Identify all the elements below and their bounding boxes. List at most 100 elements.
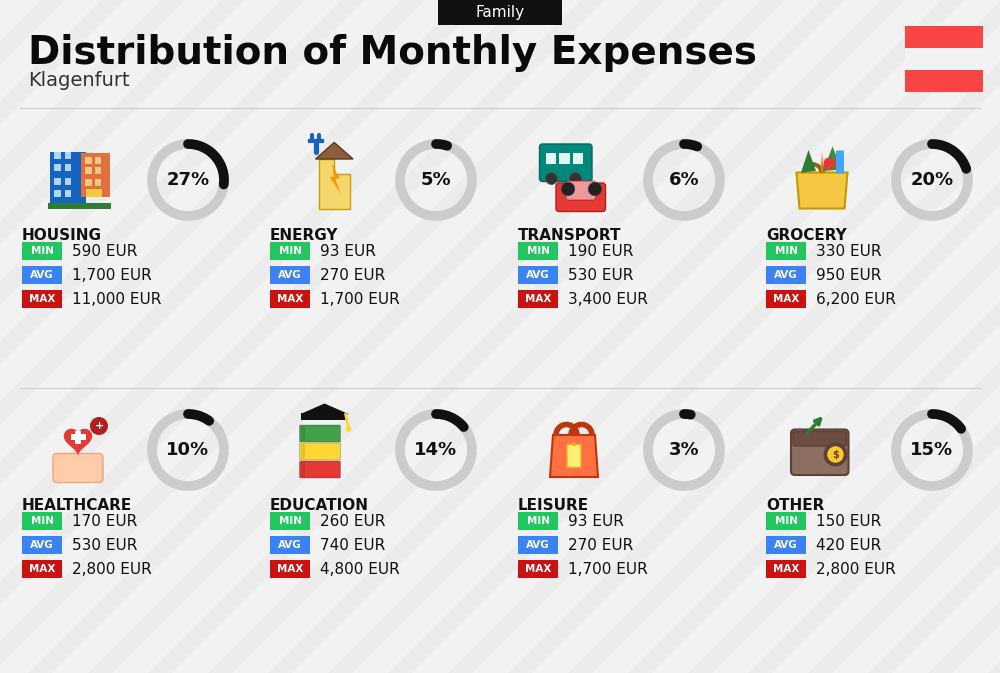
Polygon shape <box>801 150 816 172</box>
Text: MAX: MAX <box>773 294 799 304</box>
Text: MIN: MIN <box>526 516 550 526</box>
FancyBboxPatch shape <box>518 512 558 530</box>
Text: Distribution of Monthly Expenses: Distribution of Monthly Expenses <box>28 34 757 72</box>
FancyBboxPatch shape <box>905 26 983 48</box>
Text: 270 EUR: 270 EUR <box>568 538 633 553</box>
Circle shape <box>588 182 602 196</box>
FancyBboxPatch shape <box>70 434 86 440</box>
Text: AVG: AVG <box>526 540 550 550</box>
FancyBboxPatch shape <box>94 168 101 174</box>
FancyBboxPatch shape <box>793 431 846 446</box>
FancyBboxPatch shape <box>905 70 983 92</box>
Text: 3%: 3% <box>669 441 699 459</box>
Text: MIN: MIN <box>526 246 550 256</box>
Text: 530 EUR: 530 EUR <box>72 538 137 553</box>
FancyBboxPatch shape <box>518 266 558 284</box>
Text: HEALTHCARE: HEALTHCARE <box>22 499 132 513</box>
Text: 1,700 EUR: 1,700 EUR <box>320 291 400 306</box>
FancyBboxPatch shape <box>22 290 62 308</box>
FancyBboxPatch shape <box>766 242 806 260</box>
FancyBboxPatch shape <box>766 536 806 554</box>
Text: ENERGY: ENERGY <box>270 229 338 244</box>
Text: MAX: MAX <box>525 564 551 574</box>
FancyBboxPatch shape <box>518 536 558 554</box>
Text: 14%: 14% <box>414 441 458 459</box>
FancyBboxPatch shape <box>572 153 583 164</box>
Text: MAX: MAX <box>525 294 551 304</box>
Text: 270 EUR: 270 EUR <box>320 267 385 283</box>
Text: 1,700 EUR: 1,700 EUR <box>72 267 152 283</box>
FancyBboxPatch shape <box>567 444 581 468</box>
Text: Family: Family <box>475 5 525 20</box>
Text: MIN: MIN <box>30 516 54 526</box>
FancyBboxPatch shape <box>64 164 71 171</box>
FancyBboxPatch shape <box>566 181 596 200</box>
FancyBboxPatch shape <box>86 189 102 197</box>
Text: 170 EUR: 170 EUR <box>72 513 137 528</box>
FancyBboxPatch shape <box>85 179 92 186</box>
FancyBboxPatch shape <box>64 152 71 159</box>
Text: 11,000 EUR: 11,000 EUR <box>72 291 161 306</box>
Text: LEISURE: LEISURE <box>518 499 589 513</box>
Text: OTHER: OTHER <box>766 499 824 513</box>
FancyBboxPatch shape <box>85 168 92 174</box>
FancyBboxPatch shape <box>22 560 62 578</box>
Text: MIN: MIN <box>278 246 302 256</box>
Text: 530 EUR: 530 EUR <box>568 267 633 283</box>
FancyBboxPatch shape <box>300 425 340 442</box>
Polygon shape <box>316 143 353 159</box>
Text: AVG: AVG <box>278 540 302 550</box>
Text: 2,800 EUR: 2,800 EUR <box>816 561 896 577</box>
Polygon shape <box>65 429 91 454</box>
FancyBboxPatch shape <box>270 290 310 308</box>
FancyBboxPatch shape <box>54 190 61 197</box>
FancyBboxPatch shape <box>791 429 848 475</box>
Text: MIN: MIN <box>774 246 798 256</box>
Text: 420 EUR: 420 EUR <box>816 538 881 553</box>
FancyBboxPatch shape <box>300 443 340 460</box>
Text: 590 EUR: 590 EUR <box>72 244 137 258</box>
FancyBboxPatch shape <box>48 203 111 209</box>
Text: 260 EUR: 260 EUR <box>320 513 385 528</box>
FancyBboxPatch shape <box>300 461 340 478</box>
Text: 740 EUR: 740 EUR <box>320 538 385 553</box>
Text: +: + <box>94 421 104 431</box>
Circle shape <box>824 443 848 466</box>
FancyBboxPatch shape <box>22 536 62 554</box>
FancyBboxPatch shape <box>53 454 103 483</box>
FancyBboxPatch shape <box>556 183 606 211</box>
Polygon shape <box>820 151 824 172</box>
FancyBboxPatch shape <box>85 157 92 164</box>
FancyBboxPatch shape <box>300 462 305 477</box>
FancyBboxPatch shape <box>766 560 806 578</box>
FancyBboxPatch shape <box>300 413 346 420</box>
FancyBboxPatch shape <box>905 48 983 70</box>
Text: 950 EUR: 950 EUR <box>816 267 881 283</box>
Polygon shape <box>824 146 842 171</box>
FancyBboxPatch shape <box>438 0 562 25</box>
Text: 2,800 EUR: 2,800 EUR <box>72 561 152 577</box>
Text: HOUSING: HOUSING <box>22 229 102 244</box>
Text: AVG: AVG <box>774 540 798 550</box>
Polygon shape <box>318 159 350 209</box>
Text: 6,200 EUR: 6,200 EUR <box>816 291 896 306</box>
Circle shape <box>346 426 352 432</box>
FancyBboxPatch shape <box>766 512 806 530</box>
Text: 3,400 EUR: 3,400 EUR <box>568 291 648 306</box>
Text: Klagenfurt: Klagenfurt <box>28 71 130 90</box>
Text: TRANSPORT: TRANSPORT <box>518 229 622 244</box>
Text: 10%: 10% <box>166 441 210 459</box>
Text: 93 EUR: 93 EUR <box>568 513 624 528</box>
FancyBboxPatch shape <box>270 266 310 284</box>
Text: AVG: AVG <box>30 270 54 280</box>
Text: 93 EUR: 93 EUR <box>320 244 376 258</box>
Text: MIN: MIN <box>278 516 302 526</box>
Text: 20%: 20% <box>910 171 954 189</box>
FancyBboxPatch shape <box>22 512 62 530</box>
FancyBboxPatch shape <box>518 290 558 308</box>
Text: $: $ <box>832 450 839 460</box>
Text: MAX: MAX <box>29 564 55 574</box>
Text: AVG: AVG <box>30 540 54 550</box>
FancyBboxPatch shape <box>270 512 310 530</box>
FancyBboxPatch shape <box>300 444 305 459</box>
